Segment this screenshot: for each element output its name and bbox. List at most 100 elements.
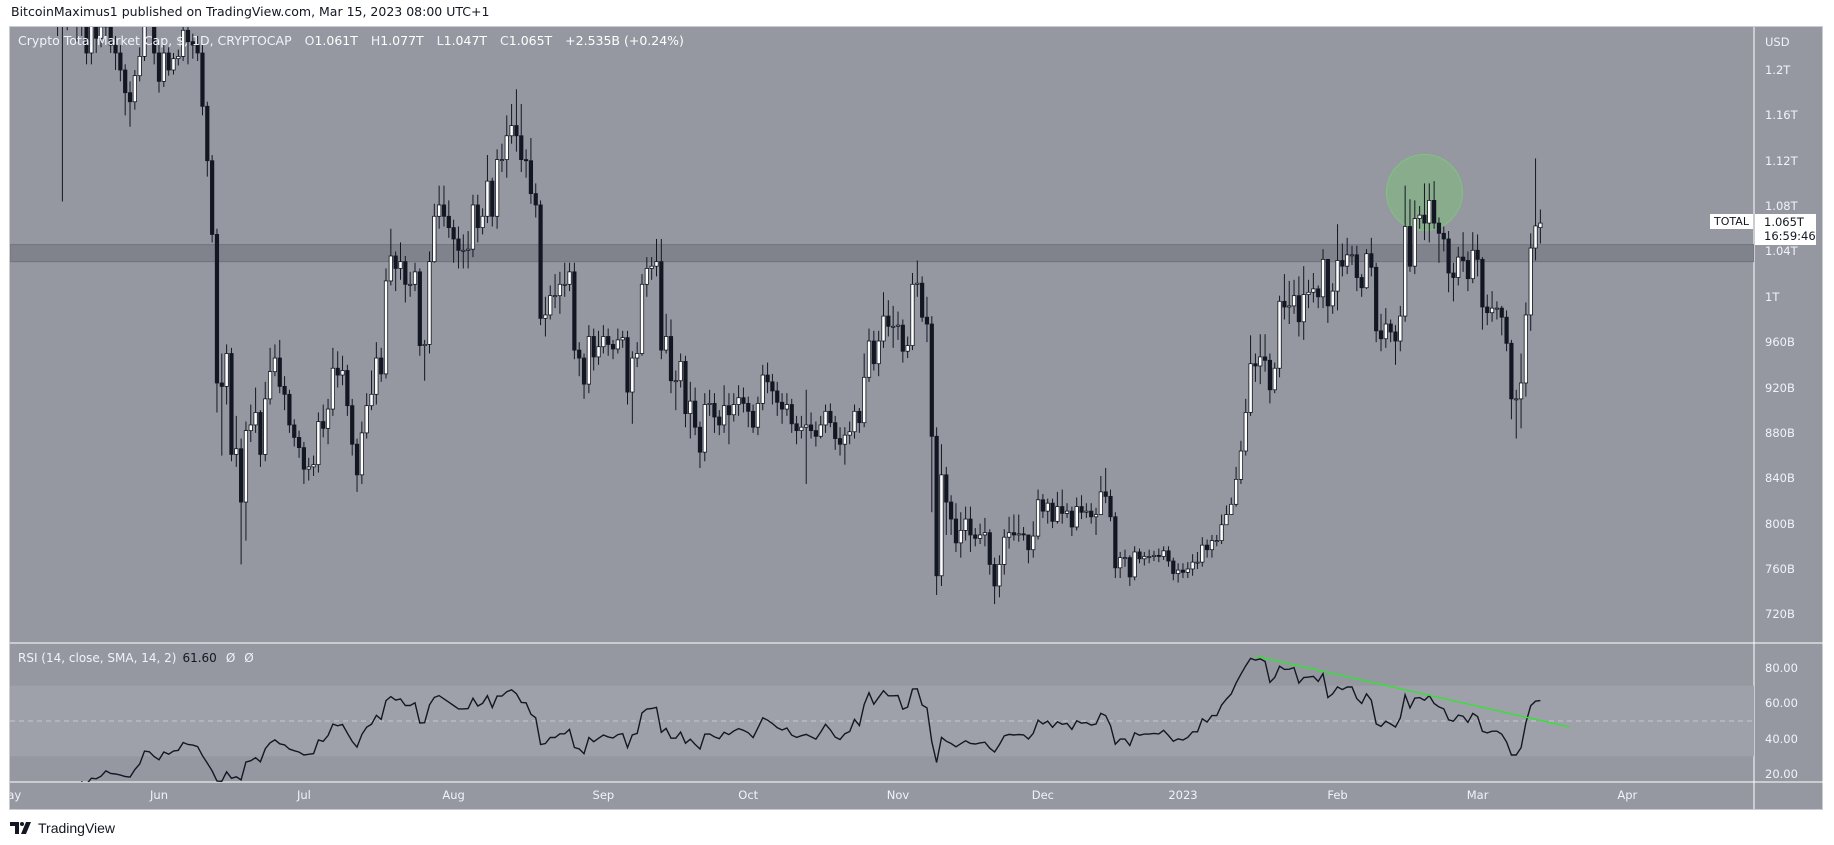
candle [224,344,229,405]
candle-body-up [702,404,707,453]
candle [939,444,944,586]
candle-body-down [1069,510,1074,528]
candle [601,325,606,354]
candle-body-down [1388,323,1393,333]
candle [963,506,968,541]
candle-body-up [1398,315,1403,342]
candle-body-down [1040,499,1045,512]
candle-body-up [98,27,104,39]
time-tick-label: Jun [150,788,168,802]
candle-body-up [1185,568,1190,573]
last-price-value: 1.065T [1764,215,1804,230]
candle [664,313,669,354]
candle [779,393,785,424]
close-value: 1.065T [508,33,553,48]
symbol-title: Crypto Total Market Cap, $, 1D, CRYPTOCA… [18,33,292,48]
candle-body-up [1412,218,1417,267]
candle [1002,529,1007,575]
candle-body-down [1485,306,1490,314]
candle-body-down [833,422,838,439]
symbol-tag: TOTAL [1710,214,1753,230]
candle-body-up [1142,556,1147,560]
candle [359,421,364,484]
candle [427,251,432,354]
candle-body-down [625,337,630,393]
candle [98,27,104,48]
candle [726,393,732,445]
candle [659,238,664,360]
candle [1330,283,1335,314]
candle-body-down [1180,569,1186,573]
price-tick-label: 1.12T [1765,153,1798,168]
candle [1461,232,1466,272]
candle-body-down [156,52,162,82]
candle-body-down [446,215,451,229]
candle-body-down [148,8,151,14]
candle [171,52,176,75]
candle [1528,233,1533,331]
candle-body-down [1480,258,1485,308]
candle-body-up [915,282,920,285]
candle [412,262,418,292]
candle-body-up [383,280,389,375]
candle-body-up [939,474,944,577]
candle-body-up [1219,524,1224,542]
candle [746,396,751,428]
candle-body-up [678,361,683,382]
candle [1224,505,1229,526]
candle-body-up [1200,544,1205,563]
candle [258,410,263,467]
candle-body-down [345,370,350,407]
candle [1079,495,1084,520]
candle-body-down [538,204,543,319]
candle [1050,498,1055,529]
candle [538,200,543,326]
rsi-na-2: Ø [244,651,254,665]
candle-body-up [1291,295,1297,307]
tradingview-logo-icon [10,822,31,834]
candle-body-down [350,405,355,445]
candle [1523,302,1528,397]
candle-body-down [210,160,215,235]
candle-body-up [596,346,601,358]
candle-body-down [1253,363,1258,367]
bar-countdown: 16:59:46 [1764,229,1816,244]
candle-body-up [161,52,166,82]
candle-body-down [871,340,876,365]
candle [1016,514,1021,542]
candle-body-up [224,353,229,387]
candle [717,410,722,436]
candle [644,257,649,297]
candle-body-down [113,44,118,54]
candle [1417,206,1422,229]
candle [210,155,215,243]
candle-body-up [66,0,69,13]
candle [784,393,790,416]
candle-body-up [958,530,963,544]
candle-body-up [1045,502,1050,512]
candle-body-down [668,336,674,382]
candle [330,347,335,416]
candle [1427,183,1432,243]
candle [828,403,833,428]
candle-body-up [137,55,142,77]
candle [243,421,249,541]
candle [272,344,278,377]
candle [1040,494,1045,518]
time-tick-label: Nov [886,788,910,802]
candle-body-down [1509,342,1514,400]
candle [490,177,495,227]
candle [364,393,369,439]
candle [833,415,838,450]
candle-body-down [813,430,818,437]
candle [1509,339,1514,420]
candle [1238,440,1244,484]
candle-body-up [1272,367,1277,391]
candle [610,339,616,360]
candle-body-down [1340,260,1345,267]
candle [876,330,881,377]
candle-body-up [1214,540,1219,543]
candle [760,364,765,411]
time-axis[interactable]: May Jun Jul Aug Sep Oct Nov Dec 2023 Feb Mar Apr [10,783,1754,809]
